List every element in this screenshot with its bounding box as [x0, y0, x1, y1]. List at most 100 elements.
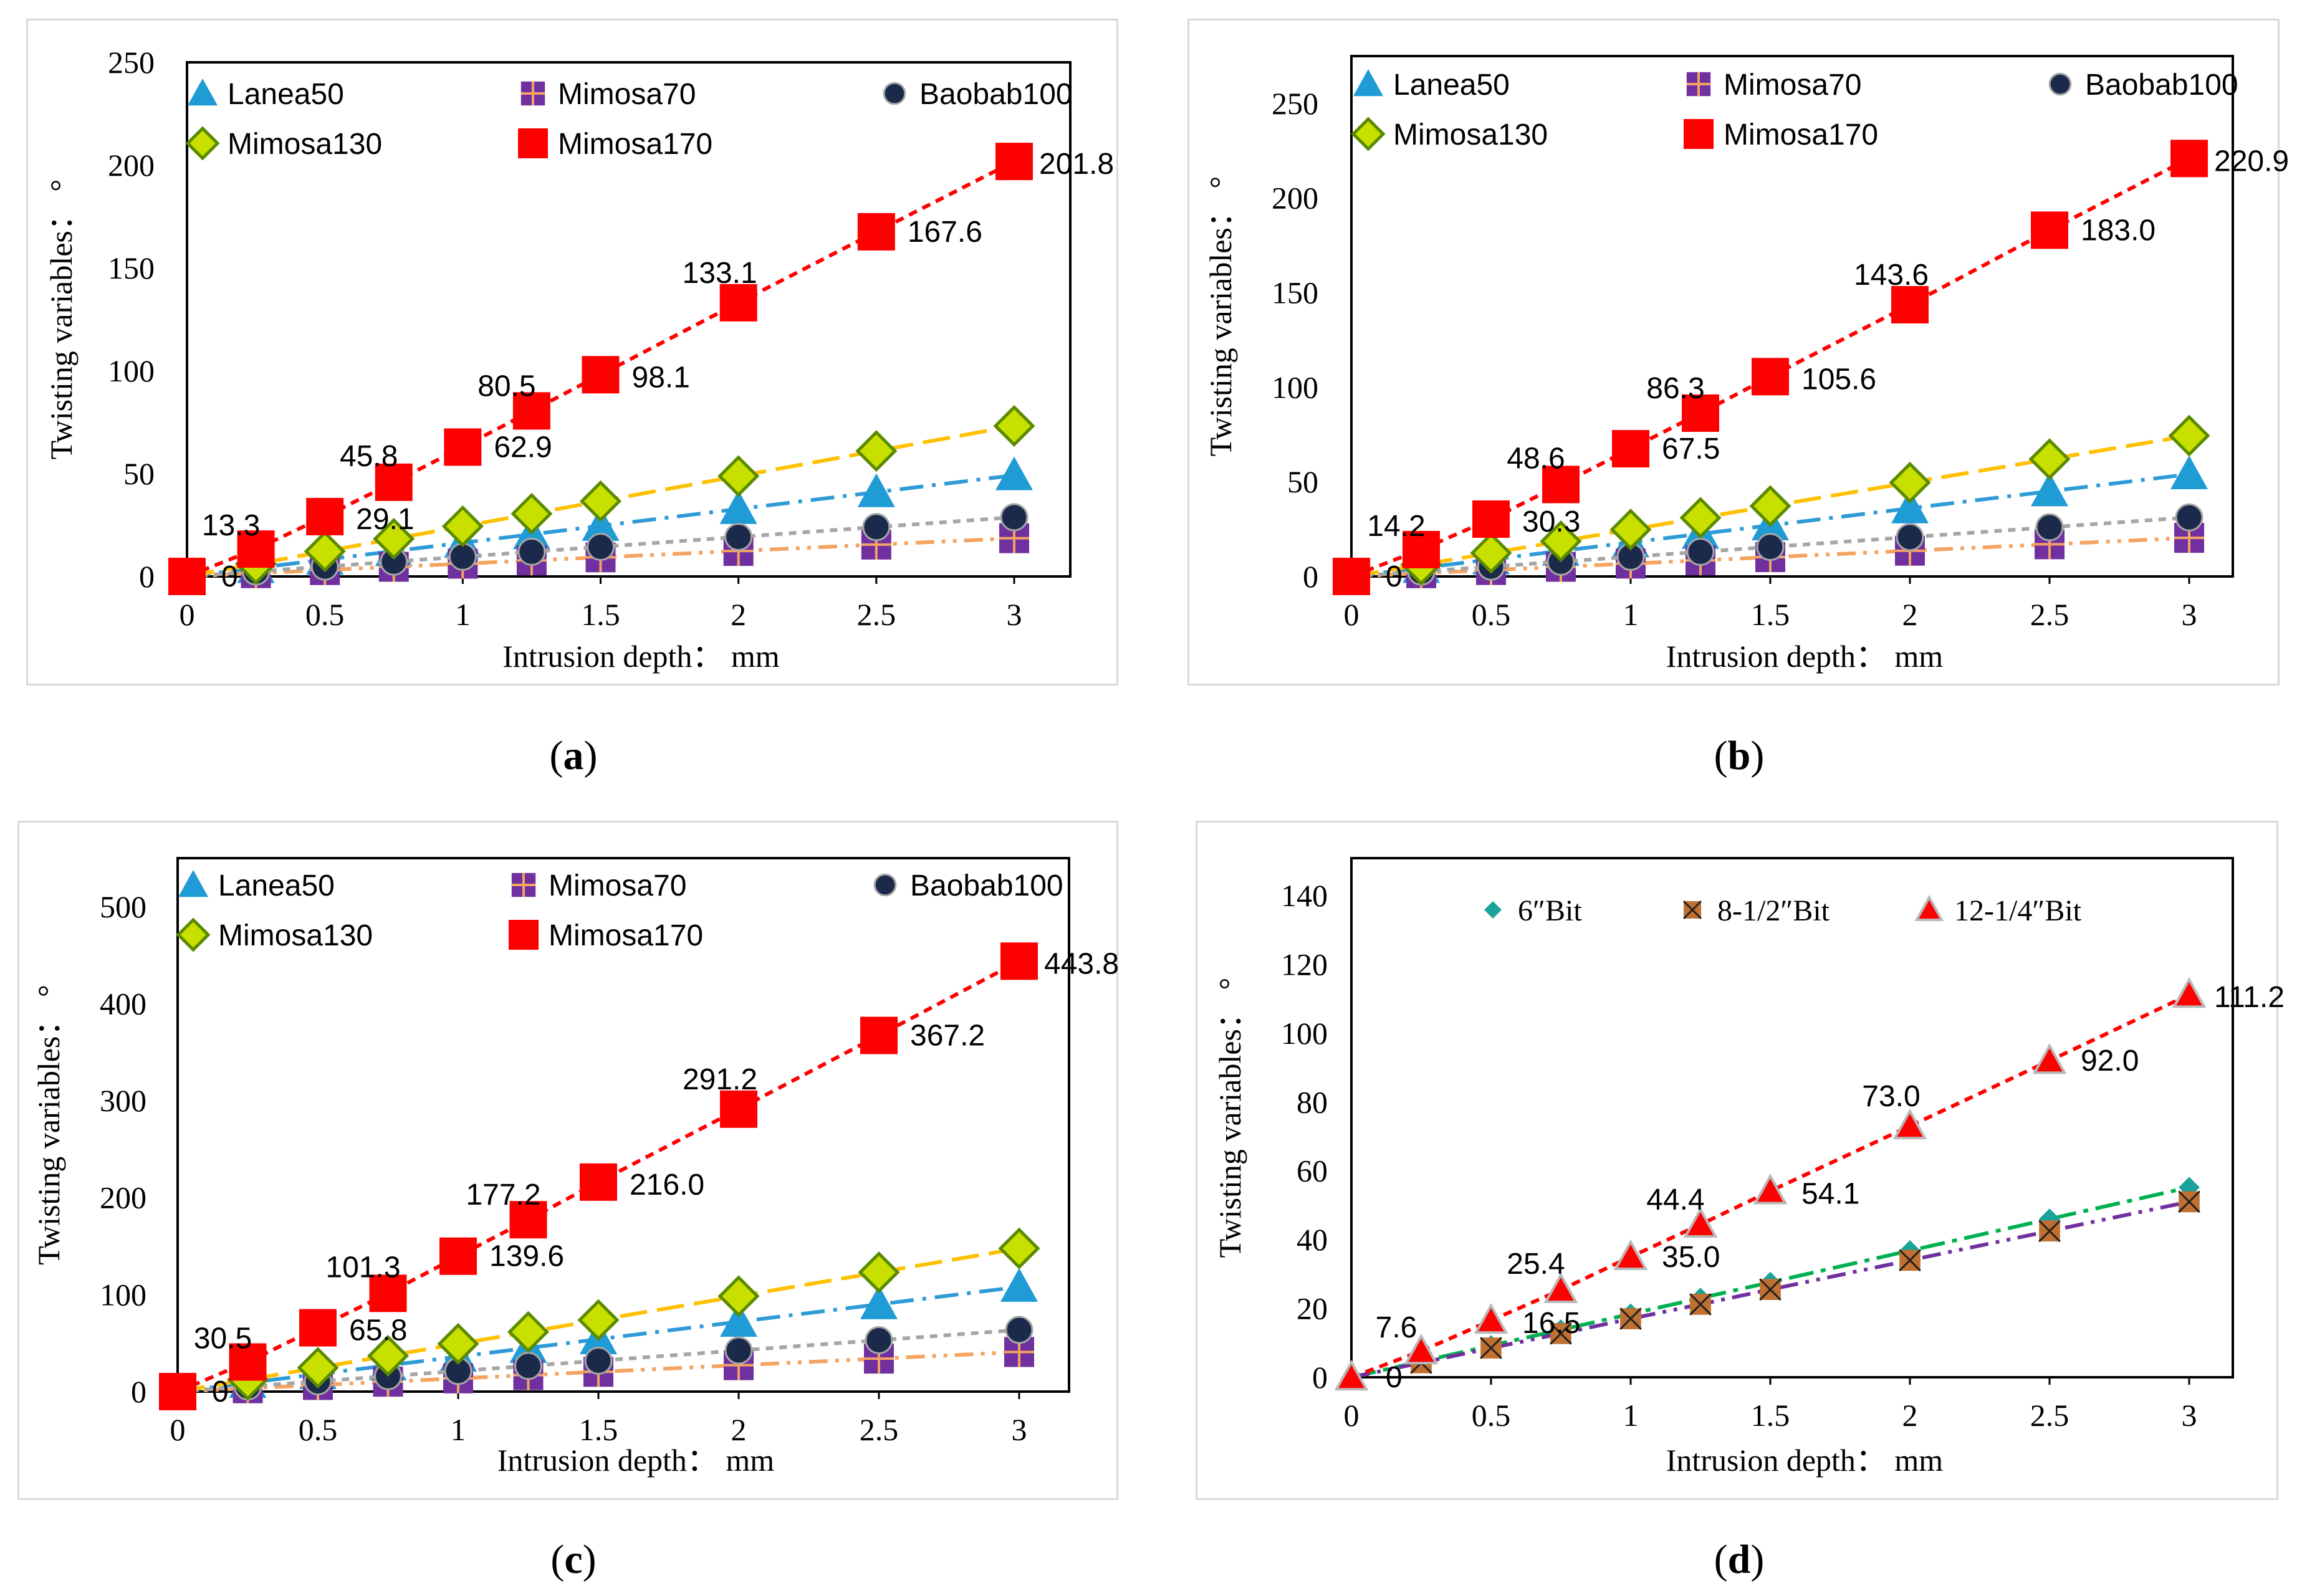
legend-label-c-4: Mimosa170 [549, 919, 703, 952]
y-tick-label-d: 20 [1297, 1291, 1328, 1326]
y-tick-label-c: 100 [100, 1277, 146, 1312]
data-label-b-5: 86.3 [1646, 372, 1704, 405]
y-tick-label-a: 100 [108, 353, 155, 388]
data-point-b-4 [1891, 285, 1929, 323]
data-point-b-4 [2170, 140, 2208, 178]
x-tick-label-d: 3 [2182, 1398, 2197, 1433]
y-tick-label-d: 100 [1281, 1016, 1328, 1051]
data-label-a-3: 45.8 [340, 440, 398, 473]
legend-marker-c-4 [509, 920, 539, 950]
data-label-b-1: 14.2 [1367, 510, 1425, 543]
x-tick-label-b: 1.5 [1751, 597, 1790, 632]
x-tick-label-b: 2.5 [2030, 597, 2069, 632]
y-tick-label-d: 0 [1312, 1360, 1328, 1395]
data-point-d-2 [1753, 1173, 1788, 1205]
data-label-d-4: 35.0 [1662, 1241, 1720, 1274]
data-point-c-4 [509, 1201, 547, 1239]
y-tick-label-c: 300 [100, 1083, 146, 1118]
data-point-c-4 [580, 1163, 617, 1201]
data-label-b-2: 30.3 [1522, 505, 1580, 538]
y-axis-title-b: Twisting variables： ° [1203, 176, 1238, 457]
x-axis-title-b: Intrusion depth： mm [1666, 639, 1944, 674]
y-tick-label-c: 500 [100, 889, 146, 924]
y-tick-label-b: 50 [1287, 464, 1318, 499]
x-tick-label-d: 0 [1344, 1398, 1360, 1433]
data-point-b-3 [1540, 520, 1582, 563]
data-label-a-0: 0 [221, 560, 238, 593]
data-label-b-8: 183.0 [2081, 214, 2156, 247]
data-point-b-3 [1679, 497, 1722, 539]
data-point-c-4 [439, 1237, 477, 1275]
data-point-c-3 [437, 1322, 479, 1365]
legend-label-d-1: 8-1/2″Bit [1717, 894, 1830, 927]
data-point-a-3 [373, 518, 415, 560]
legend-label-c-3: Mimosa130 [218, 919, 373, 952]
data-label-d-2: 16.5 [1522, 1307, 1580, 1340]
data-label-c-4: 139.6 [489, 1240, 564, 1273]
data-point-b-3 [2028, 438, 2071, 480]
data-label-d-8: 92.0 [2081, 1044, 2139, 1078]
y-tick-label-b: 100 [1272, 370, 1318, 404]
x-tick-label-b: 3 [2182, 597, 2197, 632]
data-point-c-3 [858, 1251, 900, 1294]
chart-d: 0 20 40 60 80 100 120 140 0 0.5 1 1.5 2 2.5 3 Intrusion… [1212, 857, 2285, 1478]
x-tick-label-c: 1.5 [579, 1412, 618, 1447]
data-point-b-4 [2031, 211, 2068, 249]
data-label-c-9: 443.8 [1044, 947, 1119, 980]
data-point-b-4 [1403, 530, 1440, 568]
x-tick-label-c: 0.5 [299, 1412, 338, 1447]
data-point-d-2 [1892, 1108, 1927, 1140]
data-point-b-4 [1752, 358, 1789, 396]
y-tick-label-a: 200 [108, 148, 155, 183]
legend-label-c-0: Lanea50 [218, 869, 335, 902]
data-point-c-2 [724, 1336, 753, 1365]
data-point-a-4 [995, 143, 1033, 181]
data-point-c-2 [1005, 1316, 1034, 1344]
legend-label-c-2: Baobab100 [910, 869, 1063, 902]
x-tick-label-d: 1.5 [1751, 1398, 1790, 1433]
y-tick-label-b: 150 [1272, 275, 1318, 310]
data-point-a-3 [304, 530, 346, 573]
legend-label-b-0: Lanea50 [1393, 69, 1510, 102]
y-tick-label-d: 60 [1297, 1154, 1328, 1188]
data-point-a-4 [719, 284, 757, 322]
data-point-c-3 [297, 1347, 339, 1389]
data-point-a-3 [855, 430, 898, 472]
data-point-a-3 [441, 505, 484, 548]
data-point-d-2 [2032, 1043, 2067, 1074]
data-point-b-4 [1612, 430, 1649, 468]
data-label-c-8: 367.2 [910, 1020, 985, 1053]
data-label-a-5: 80.5 [477, 370, 535, 403]
plot-area-d [1350, 857, 2234, 1379]
caption-a: (a) [549, 733, 598, 778]
data-point-d-2 [1613, 1239, 1648, 1270]
x-tick-label-a: 3 [1007, 597, 1022, 632]
series-line-b-0 [1351, 472, 2190, 578]
series-line-c-2 [177, 1328, 1020, 1393]
plot-area-b [1350, 55, 2234, 578]
data-label-b-4: 67.5 [1662, 432, 1720, 466]
data-point-b-0 [1891, 489, 1929, 523]
data-point-b-2 [2035, 513, 2064, 542]
x-tick-label-d: 2 [1902, 1398, 1918, 1433]
y-tick-label-a: 150 [108, 251, 155, 285]
legend-marker-b-0 [1353, 69, 1383, 97]
legend-label-b-1: Mimosa70 [1724, 69, 1861, 102]
x-tick-label-d: 1 [1623, 1398, 1639, 1433]
x-tick-label-a: 2.5 [857, 597, 896, 632]
legend-marker-c-2 [873, 873, 897, 897]
y-axis-title-c: Twisting variables： ° [31, 985, 66, 1265]
data-point-d-2 [1334, 1359, 1369, 1391]
x-tick-label-c: 2 [731, 1412, 747, 1447]
series-line-b-4 [1350, 156, 2190, 578]
data-label-a-7: 133.1 [683, 257, 757, 290]
data-point-c-4 [299, 1309, 337, 1347]
data-label-d-0: 0 [1386, 1361, 1403, 1394]
legend-label-b-3: Mimosa130 [1393, 118, 1548, 151]
data-point-a-2 [724, 523, 753, 552]
x-tick-label-a: 1 [455, 597, 471, 632]
legend-marker-b-4 [1684, 119, 1714, 149]
legend-label-a-2: Baobab100 [919, 78, 1073, 111]
x-tick-label-a: 2 [731, 597, 746, 632]
